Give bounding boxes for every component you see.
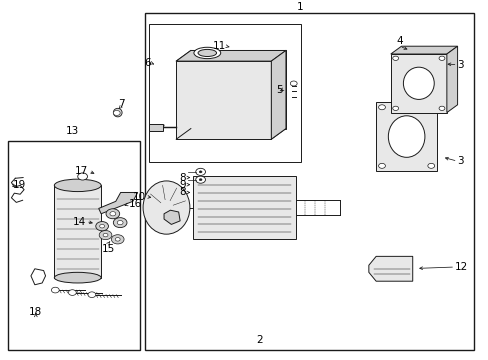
Ellipse shape	[54, 179, 101, 192]
Circle shape	[100, 224, 104, 228]
Ellipse shape	[194, 47, 220, 59]
Text: 13: 13	[66, 126, 80, 136]
Circle shape	[78, 173, 87, 180]
Circle shape	[88, 292, 96, 297]
Polygon shape	[176, 61, 271, 139]
Text: 8: 8	[179, 172, 185, 183]
Text: 6: 6	[144, 58, 151, 68]
Circle shape	[392, 56, 398, 60]
FancyBboxPatch shape	[390, 54, 446, 113]
Polygon shape	[99, 193, 138, 214]
Text: 2: 2	[255, 335, 262, 345]
Circle shape	[199, 171, 202, 173]
Circle shape	[51, 287, 59, 293]
Ellipse shape	[198, 49, 216, 57]
Circle shape	[378, 163, 385, 168]
Circle shape	[113, 111, 120, 116]
Text: 10: 10	[133, 192, 146, 202]
Ellipse shape	[143, 181, 189, 234]
Text: 12: 12	[454, 262, 468, 272]
Polygon shape	[368, 256, 412, 281]
Circle shape	[103, 233, 108, 237]
Text: 7: 7	[118, 99, 124, 109]
Polygon shape	[163, 210, 180, 224]
Text: 16: 16	[128, 199, 142, 209]
Text: 11: 11	[212, 41, 225, 51]
Circle shape	[115, 238, 120, 241]
Circle shape	[392, 106, 398, 111]
Text: 19: 19	[13, 180, 26, 190]
Text: 14: 14	[73, 217, 86, 226]
Text: 18: 18	[29, 307, 42, 317]
Polygon shape	[176, 50, 285, 61]
Circle shape	[111, 235, 124, 244]
FancyBboxPatch shape	[375, 102, 436, 171]
FancyBboxPatch shape	[193, 176, 295, 239]
Ellipse shape	[54, 272, 101, 283]
Circle shape	[378, 105, 385, 110]
Polygon shape	[149, 123, 162, 131]
Text: 3: 3	[457, 60, 463, 70]
Circle shape	[68, 290, 76, 296]
Circle shape	[438, 106, 444, 111]
Circle shape	[199, 179, 202, 181]
Text: 9: 9	[179, 180, 185, 190]
Ellipse shape	[113, 108, 122, 117]
Circle shape	[106, 209, 120, 219]
FancyBboxPatch shape	[54, 185, 101, 278]
Text: 8: 8	[179, 188, 185, 198]
Text: 17: 17	[75, 166, 88, 176]
Circle shape	[117, 221, 123, 225]
Text: 5: 5	[275, 85, 282, 95]
Circle shape	[195, 168, 205, 175]
Text: 4: 4	[395, 36, 402, 46]
Circle shape	[113, 218, 127, 228]
Circle shape	[427, 105, 434, 110]
Circle shape	[195, 176, 205, 183]
Text: 1: 1	[297, 3, 303, 13]
Polygon shape	[390, 46, 457, 54]
Circle shape	[110, 212, 116, 216]
Polygon shape	[271, 50, 285, 139]
Ellipse shape	[403, 67, 433, 99]
Circle shape	[438, 56, 444, 60]
Text: 15: 15	[101, 244, 114, 254]
Polygon shape	[446, 46, 457, 113]
Polygon shape	[190, 50, 285, 129]
Circle shape	[99, 230, 112, 240]
Text: 3: 3	[457, 156, 463, 166]
Circle shape	[427, 163, 434, 168]
Circle shape	[96, 221, 108, 231]
Ellipse shape	[387, 116, 424, 157]
Circle shape	[290, 81, 297, 86]
